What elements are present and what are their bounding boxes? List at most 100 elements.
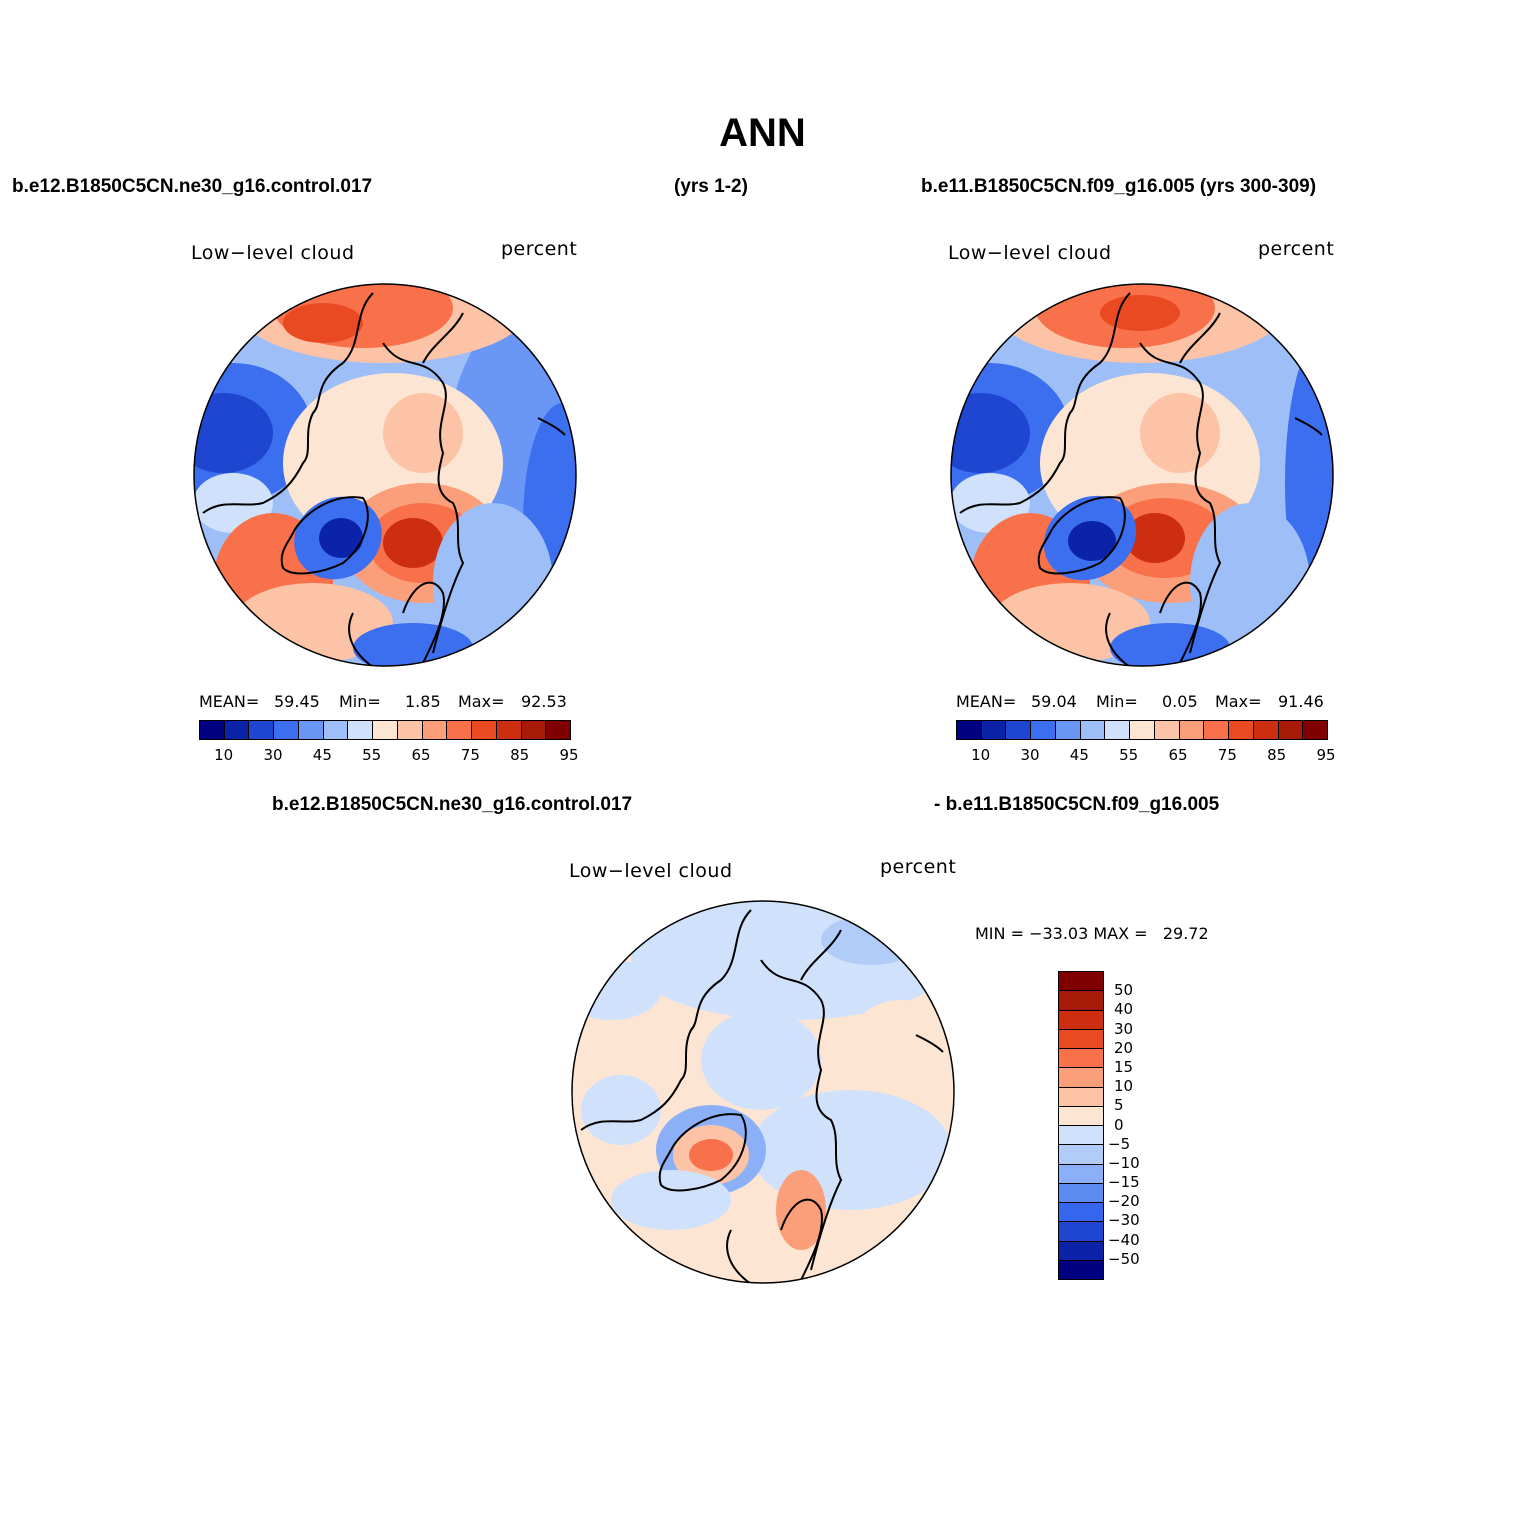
- diff-case-a-label: b.e12.B1850C5CN.ne30_g16.control.017: [272, 794, 633, 815]
- colorbar-tick-label: −50: [1108, 1249, 1140, 1268]
- colorbar-swatch: [1179, 721, 1205, 739]
- colorbar-swatch: [249, 721, 275, 739]
- panel1-min-value: 1.85: [405, 692, 441, 711]
- panel2-units: percent: [1258, 238, 1335, 260]
- colorbar-swatch: [1059, 991, 1103, 1011]
- colorbar-tick-label: 55: [1119, 746, 1139, 764]
- colorbar-swatch: [521, 721, 547, 739]
- colorbar-swatch: [1059, 1260, 1103, 1279]
- colorbar-swatch: [1059, 1010, 1103, 1030]
- colorbar-tick-label: −10: [1108, 1153, 1140, 1172]
- colorbar-swatch: [1059, 1222, 1103, 1242]
- colorbar-swatch: [1154, 721, 1180, 739]
- colorbar-tick-label: −30: [1108, 1211, 1140, 1230]
- colorbar-swatch: [546, 721, 571, 739]
- colorbar-tick-label: 0: [1114, 1115, 1124, 1134]
- colorbar-tick-label: 85: [1267, 746, 1287, 764]
- colorbar-swatch: [274, 721, 299, 739]
- colorbar-tick-label: 20: [1114, 1038, 1134, 1057]
- diff-case-b-label: - b.e11.B1850C5CN.f09_g16.005: [934, 794, 1220, 815]
- colorbar-swatch: [472, 721, 497, 739]
- case1-years-label: (yrs 1-2): [674, 176, 748, 197]
- colorbar-swatch: [1059, 1106, 1103, 1126]
- colorbar-tick-label: 75: [1217, 746, 1237, 764]
- colorbar-swatch: [1059, 1203, 1103, 1223]
- colorbar-tick-label: 15: [1114, 1057, 1134, 1076]
- colorbar-swatch: [1059, 972, 1103, 992]
- colorbar-swatch: [1080, 721, 1106, 739]
- colorbar-swatch: [957, 721, 982, 739]
- colorbar-tick-label: 95: [559, 746, 579, 764]
- panel2-mean-label: MEAN=: [956, 692, 1017, 711]
- colorbar-swatch: [1204, 721, 1230, 739]
- colorbar-swatch: [1059, 1183, 1103, 1203]
- colorbar-swatch: [1059, 1029, 1103, 1049]
- panel1-polar-map: [193, 283, 577, 667]
- colorbar-swatch: [422, 721, 448, 739]
- colorbar-swatch: [1031, 721, 1056, 739]
- panel2-max-value: 91.46: [1278, 692, 1324, 711]
- panel1-mean-value: 59.45: [274, 692, 320, 711]
- colorbar-swatch: [1130, 721, 1155, 739]
- colorbar-tick-label: −20: [1108, 1192, 1140, 1211]
- panel2-mean-value: 59.04: [1031, 692, 1077, 711]
- colorbar-tick-label: 40: [1114, 1000, 1134, 1019]
- panel2-polar-map: [950, 283, 1334, 667]
- colorbar-tick-label: 85: [510, 746, 530, 764]
- colorbar-swatch: [1059, 1068, 1103, 1088]
- panel1-max-label: Max=: [458, 692, 505, 711]
- colorbar-tick-label: 10: [214, 746, 234, 764]
- colorbar-tick-label: 75: [460, 746, 480, 764]
- panel1-max-value: 92.53: [521, 692, 567, 711]
- colorbar-swatch: [1059, 1126, 1103, 1146]
- colorbar-tick-label: 50: [1114, 981, 1134, 1000]
- panel1-min-label: Min=: [339, 692, 381, 711]
- diff-variable: Low−level cloud: [569, 860, 733, 882]
- diff-colorbar: [1058, 971, 1104, 1280]
- colorbar-swatch: [1303, 721, 1328, 739]
- colorbar-swatch: [1229, 721, 1254, 739]
- colorbar-swatch: [981, 721, 1007, 739]
- diff-units: percent: [880, 856, 957, 878]
- figure-title: ANN: [719, 111, 806, 155]
- diff-min-max: MIN = −33.03 MAX = 29.72: [975, 924, 1209, 943]
- colorbar-swatch: [1278, 721, 1304, 739]
- colorbar-tick-label: 30: [1020, 746, 1040, 764]
- panel1-units: percent: [501, 238, 578, 260]
- case1-label: b.e12.B1850C5CN.ne30_g16.control.017: [12, 176, 373, 197]
- colorbar-tick-label: 5: [1114, 1096, 1124, 1115]
- colorbar-swatch: [348, 721, 374, 739]
- panel2-min-value: 0.05: [1162, 692, 1198, 711]
- colorbar-tick-label: 45: [312, 746, 332, 764]
- colorbar-swatch: [1059, 1241, 1103, 1261]
- colorbar-swatch: [1059, 1087, 1103, 1107]
- panel2-colorbar: [956, 720, 1328, 740]
- case2-label: b.e11.B1850C5CN.f09_g16.005 (yrs 300-309…: [921, 176, 1317, 197]
- colorbar-tick-label: 30: [1114, 1019, 1134, 1038]
- colorbar-swatch: [1059, 1145, 1103, 1165]
- panel1-variable: Low−level cloud: [191, 242, 355, 264]
- panel1-colorbar: [199, 720, 571, 740]
- colorbar-swatch: [1253, 721, 1279, 739]
- colorbar-tick-label: 95: [1316, 746, 1336, 764]
- panel2-max-label: Max=: [1215, 692, 1262, 711]
- colorbar-tick-label: −15: [1108, 1173, 1140, 1192]
- colorbar-swatch: [298, 721, 324, 739]
- colorbar-swatch: [496, 721, 522, 739]
- panel2-variable: Low−level cloud: [948, 242, 1112, 264]
- panel1-mean-label: MEAN=: [199, 692, 260, 711]
- colorbar-swatch: [200, 721, 225, 739]
- colorbar-tick-label: 10: [971, 746, 991, 764]
- colorbar-tick-label: 55: [362, 746, 382, 764]
- colorbar-tick-label: 65: [411, 746, 431, 764]
- colorbar-swatch: [1006, 721, 1032, 739]
- panel2-min-label: Min=: [1096, 692, 1138, 711]
- colorbar-swatch: [1059, 1049, 1103, 1069]
- colorbar-tick-label: 10: [1114, 1077, 1134, 1096]
- colorbar-swatch: [397, 721, 423, 739]
- colorbar-tick-label: 45: [1069, 746, 1089, 764]
- colorbar-swatch: [447, 721, 473, 739]
- colorbar-swatch: [373, 721, 398, 739]
- diff-polar-map: [571, 900, 955, 1284]
- colorbar-swatch: [1059, 1164, 1103, 1184]
